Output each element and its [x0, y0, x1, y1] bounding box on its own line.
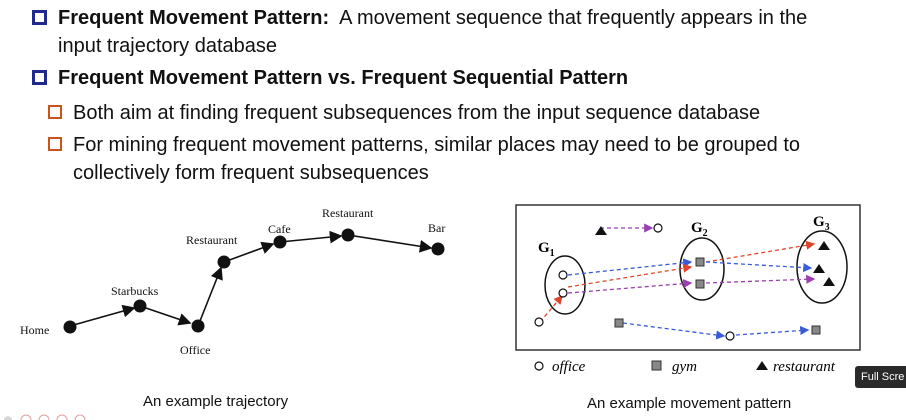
node-cafe [273, 235, 287, 249]
path-restaurant-bar [347, 234, 433, 253]
sub-bullet-text: Both aim at finding frequent subsequence… [73, 102, 761, 124]
gym-marker-g2-a [695, 257, 705, 267]
arrow-gym-office [622, 322, 726, 340]
arrow-office-to-g2-purple [567, 279, 693, 294]
node-restaurant [217, 255, 231, 269]
restaurant-marker-g3-a [818, 241, 830, 250]
node-restaurant-2 [341, 228, 355, 242]
sub-bullet-text-line1: For mining frequent movement patterns, s… [73, 134, 801, 156]
restaurant-marker-top [595, 226, 607, 235]
arrow-g2-to-g3-red [705, 240, 816, 263]
trajectory-caption: An example trajectory [143, 393, 289, 410]
fullscreen-tooltip[interactable]: Full Scre [855, 366, 906, 388]
bullet-frequent-movement-pattern: Frequent Movement Pattern: A movement se… [32, 4, 807, 60]
office-marker-outside [534, 317, 544, 327]
legend-office-label: office [552, 359, 586, 375]
control-dot-icon [20, 414, 32, 420]
sub-bullet-mining: For mining frequent movement patterns, s… [48, 131, 800, 187]
definition-text-line1: A movement sequence that frequently appe… [339, 7, 808, 29]
arrow-office-to-g2-red [567, 263, 693, 288]
label-home: Home [20, 323, 49, 337]
node-home [63, 320, 77, 334]
comparison-heading: Frequent Movement Pattern vs. Frequent S… [58, 67, 629, 89]
gym-marker-g2-b [695, 279, 705, 289]
office-marker-bottom [725, 331, 735, 341]
player-controls [4, 414, 86, 420]
legend-restaurant-icon [756, 361, 768, 370]
path-restaurant-cafe [223, 241, 275, 263]
node-office [191, 319, 205, 333]
trajectory-diagram: Home Starbucks Office Restaurant Cafe Re… [20, 206, 445, 357]
label-bar: Bar [428, 221, 445, 235]
gym-marker-bottom-left [614, 318, 624, 328]
path-home-starbucks [69, 304, 136, 327]
group-g1-label: G1 [538, 240, 555, 259]
legend-gym-label: gym [672, 359, 697, 375]
office-marker-g1-b [558, 288, 568, 298]
group-g1-ellipse [544, 255, 586, 315]
legend-office-icon [534, 361, 544, 371]
movement-pattern-diagram: G1 G2 G3 office gym restaurant [515, 204, 861, 375]
pattern-caption: An example movement pattern [587, 395, 792, 412]
group-g2-label: G2 [691, 220, 708, 239]
restaurant-marker-g3-c [823, 277, 835, 286]
arrow-office-to-g2-blue [567, 258, 693, 276]
control-dot-icon [56, 414, 68, 420]
term-frequent-movement-pattern: Frequent Movement Pattern: [58, 7, 330, 29]
square-bullet-icon [32, 10, 47, 25]
node-starbucks [133, 299, 147, 313]
group-g3-label: G3 [813, 214, 830, 233]
path-office-restaurant [197, 266, 223, 327]
legend-restaurant-label: restaurant [773, 359, 836, 375]
arrow-g2-to-g3-blue [705, 261, 813, 273]
office-marker-g1-a [558, 270, 568, 280]
control-dot-icon [74, 414, 86, 420]
label-cafe: Cafe [268, 222, 291, 236]
restaurant-marker-g3-b [813, 264, 825, 273]
sub-bullet-text-line2: collectively form frequent subsequences [73, 162, 429, 184]
pattern-frame [515, 204, 861, 351]
path-cafe-restaurant [279, 230, 343, 244]
sub-bullet-both-aim: Both aim at finding frequent subsequence… [48, 99, 760, 127]
arrow-office-to-g1-red [539, 295, 563, 323]
control-dot-icon [4, 416, 12, 420]
label-restaurant: Restaurant [186, 233, 238, 247]
label-restaurant-2: Restaurant [322, 206, 374, 220]
control-dot-icon [38, 414, 50, 420]
label-office: Office [180, 343, 210, 357]
square-bullet-icon [32, 70, 47, 85]
node-bar [431, 242, 445, 256]
gym-marker-bottom-right [811, 325, 821, 335]
arrow-office-gym [735, 326, 810, 336]
office-marker-top [653, 223, 663, 233]
bullet-comparison: Frequent Movement Pattern vs. Frequent S… [32, 64, 628, 92]
legend-gym-icon [651, 360, 662, 371]
label-starbucks: Starbucks [111, 284, 159, 298]
group-g2-ellipse [679, 237, 725, 301]
square-bullet-icon [48, 105, 62, 119]
path-starbucks-office [139, 305, 192, 326]
square-bullet-icon [48, 137, 62, 151]
definition-text-line2: input trajectory database [58, 35, 278, 57]
